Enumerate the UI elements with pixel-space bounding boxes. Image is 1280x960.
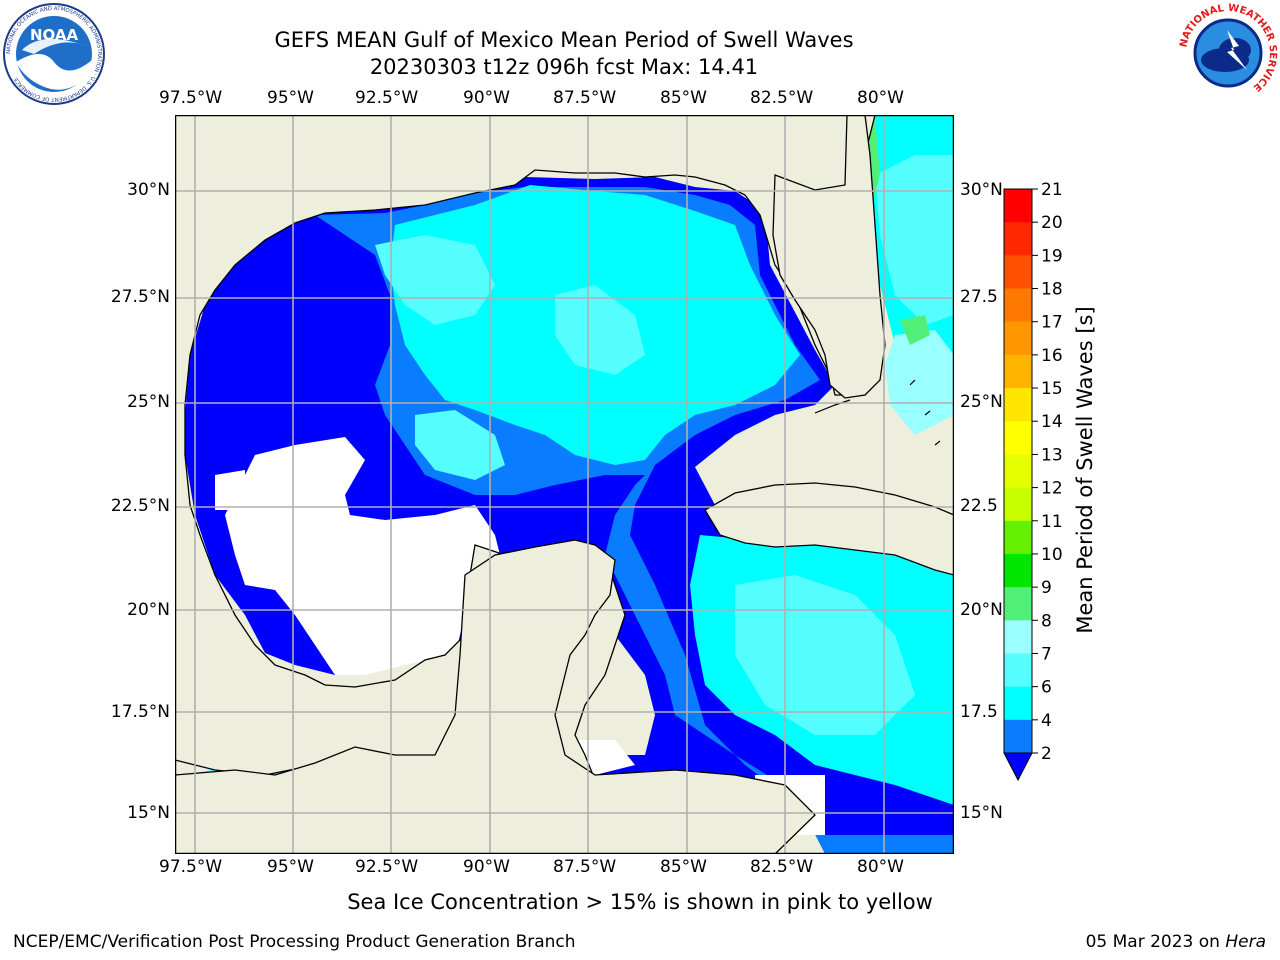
colorbar-swatch [1004, 520, 1032, 555]
colorbar-swatch [1004, 421, 1032, 455]
colorbar-tick-label: 16 [1041, 346, 1063, 366]
colorbar-tick-label: 11 [1041, 512, 1063, 532]
footer-date-text: 05 Mar 2023 on [1085, 932, 1226, 952]
land-keys [814, 379, 941, 446]
map-frame [175, 115, 954, 854]
colorbar-tick-label: 20 [1041, 213, 1063, 233]
lat-label: 30°N [127, 180, 170, 200]
colorbar-swatch [1004, 189, 1032, 223]
footer-date: 05 Mar 2023 on Hera [1086, 932, 1266, 952]
lon-label: 97.5°W [159, 88, 223, 108]
lat-label: 22.5°N [110, 496, 170, 516]
lon-label: 92.5°W [355, 88, 419, 108]
lon-label: 87.5°W [553, 88, 617, 108]
no-data-region [175, 115, 825, 835]
lon-labels-top: 97.5°W 95°W 92.5°W 90°W 87.5°W 85°W 82.5… [0, 88, 1280, 110]
colorbar-label: Mean Period of Swell Waves [s] [1073, 306, 1097, 634]
lat-label: 17.5 [960, 702, 998, 722]
colorbar-swatch [1004, 620, 1032, 654]
colorbar-tick-label: 7 [1041, 644, 1052, 664]
lon-label: 90°W [463, 857, 510, 877]
noaa-logo-text: NOAA [30, 26, 79, 44]
lat-label: 17.5°N [110, 702, 170, 722]
lat-label: 20°N [960, 600, 1003, 620]
colorbar-tick-label: 6 [1041, 678, 1052, 698]
sea-ice-note: Sea Ice Concentration > 15% is shown in … [0, 890, 1280, 914]
colorbar-tick-label: 9 [1041, 578, 1052, 598]
lon-label: 87.5°W [553, 857, 617, 877]
lon-label: 92.5°W [355, 857, 419, 877]
land-florida [772, 115, 886, 399]
lon-label: 95°W [267, 857, 314, 877]
colorbar-tick-label: 12 [1041, 479, 1063, 499]
land-cuba [704, 482, 954, 576]
lon-label: 82.5°W [750, 88, 814, 108]
colorbar-swatch [1004, 719, 1032, 754]
lat-label: 27.5 [960, 287, 998, 307]
lon-label: 85°W [660, 857, 707, 877]
colorbar-tick-label: 13 [1041, 445, 1063, 465]
lon-label: 97.5°W [159, 857, 223, 877]
lon-label: 95°W [267, 88, 314, 108]
colorbar-extend-arrow [1003, 752, 1033, 782]
colorbar-tick-label: 19 [1041, 246, 1063, 266]
chart-title: GEFS MEAN Gulf of Mexico Mean Period of … [274, 28, 854, 52]
colorbar-swatch [1004, 255, 1032, 290]
colorbar-frame [1003, 188, 1033, 754]
lat-label: 27.5°N [110, 287, 170, 307]
colorbar-ticks: 21 20 19 18 17 16 15 14 13 12 11 10 9 8 7 6 4 2 [1032, 180, 1063, 764]
colorbar-tick-label: 2 [1041, 744, 1052, 764]
nws-logo: NATIONAL WEATHER SERVICE [1178, 3, 1278, 102]
colorbar-tick-label: 15 [1041, 379, 1063, 399]
colorbar-tick-label: 17 [1041, 313, 1063, 333]
sea-ice-note-text: Sea Ice Concentration > 15% is shown in … [347, 890, 933, 914]
colorbar-swatch [1004, 686, 1032, 721]
land-yucatan [175, 539, 816, 854]
colorbar-tick-label: 10 [1041, 545, 1063, 565]
colorbar-tick-label: 21 [1041, 180, 1063, 200]
noaa-logo: NOAA NATIONAL OCEANIC AND ATMOSPHERIC AD… [3, 3, 105, 105]
lon-label: 80°W [857, 88, 904, 108]
map-gridlines [175, 115, 954, 854]
lat-label: 15°N [127, 803, 170, 823]
lat-label: 15°N [960, 803, 1003, 823]
colorbar-swatch [1004, 454, 1032, 489]
colorbar-swatch [1004, 587, 1032, 621]
footer-host: Hera [1225, 932, 1266, 952]
colorbar-swatch [1004, 222, 1032, 256]
lat-labels-left: 30°N 27.5°N 25°N 22.5°N 20°N 17.5°N 15°N [0, 0, 170, 960]
colorbar-swatches [1004, 189, 1032, 754]
colorbar-swatch [1004, 553, 1032, 588]
colorbar: 21 20 19 18 17 16 15 14 13 12 11 10 9 8 7 6 4 2 [1003, 180, 1063, 782]
colorbar-swatch [1004, 321, 1032, 356]
chart-subtitle: 20230303 t12z 096h fcst Max: 14.41 [369, 55, 759, 79]
colorbar-swatch [1004, 487, 1032, 522]
lat-labels-right: 30°N 27.5 25°N 22.5 20°N 17.5 15°N [960, 0, 1010, 960]
lat-label: 22.5 [960, 496, 998, 516]
lon-label: 85°W [660, 88, 707, 108]
lat-label: 20°N [127, 600, 170, 620]
lon-label: 90°W [463, 88, 510, 108]
colorbar-tick-label: 4 [1041, 711, 1052, 731]
map-panel [175, 115, 954, 854]
lat-label: 30°N [960, 180, 1003, 200]
lat-label: 25°N [127, 392, 170, 412]
colorbar-tick-label: 8 [1041, 611, 1052, 631]
lat-label: 25°N [960, 392, 1003, 412]
lon-label: 80°W [857, 857, 904, 877]
footer-credit: NCEP/EMC/Verification Post Processing Pr… [13, 932, 576, 952]
colorbar-swatch [1004, 354, 1032, 389]
lon-labels-bottom: 97.5°W 95°W 92.5°W 90°W 87.5°W 85°W 82.5… [0, 857, 1280, 879]
lon-label: 82.5°W [750, 857, 814, 877]
colorbar-tick-label: 14 [1041, 412, 1063, 432]
colorbar-tick-label: 18 [1041, 280, 1063, 300]
colorbar-swatch [1004, 288, 1032, 323]
swell-region-light-cyan [185, 155, 954, 854]
colorbar-swatch [1004, 653, 1032, 688]
colorbar-swatch [1004, 388, 1032, 422]
